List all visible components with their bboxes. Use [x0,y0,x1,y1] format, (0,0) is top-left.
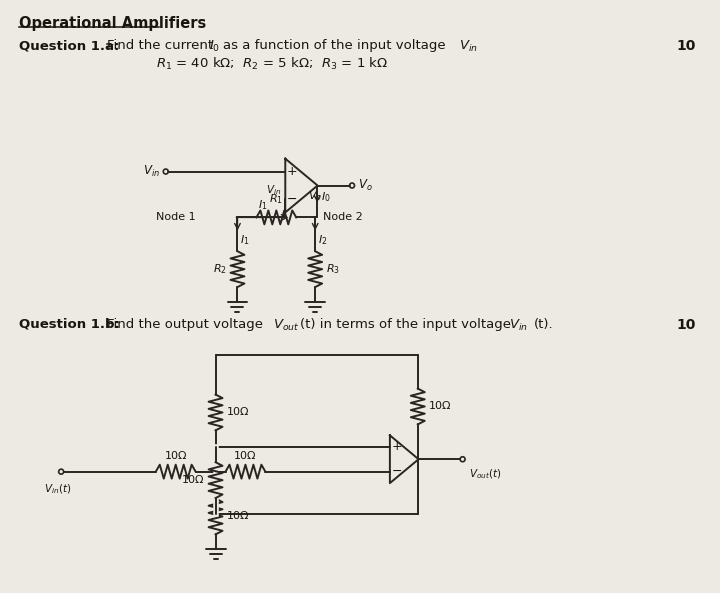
Text: 10Ω: 10Ω [428,401,451,412]
Text: $V_{in}$: $V_{in}$ [266,184,282,197]
Text: 10: 10 [677,318,696,332]
Text: $R_1$ = 40 kΩ;  $R_2$ = 5 kΩ;  $R_3$ = 1 kΩ: $R_1$ = 40 kΩ; $R_2$ = 5 kΩ; $R_3$ = 1 k… [156,56,388,72]
Text: as a function of the input voltage: as a function of the input voltage [222,39,445,52]
Text: $V_{in}$: $V_{in}$ [143,164,160,179]
Text: $V_o$: $V_o$ [358,178,373,193]
Text: $V_{in}$: $V_{in}$ [459,39,477,55]
Text: 10: 10 [677,39,696,53]
Text: $V_{in}(t)$: $V_{in}(t)$ [43,483,71,496]
Text: Find the current: Find the current [107,39,217,52]
Text: Node 2: Node 2 [323,212,363,222]
Text: $V_o$: $V_o$ [308,190,322,203]
Text: Node 1: Node 1 [156,212,196,222]
Text: $I_0$: $I_0$ [209,39,220,55]
Text: +: + [287,165,297,178]
Text: Question 1.a:: Question 1.a: [19,39,120,52]
Text: $R_3$: $R_3$ [326,262,340,276]
Text: 10Ω: 10Ω [182,475,204,485]
Text: Question 1.b:: Question 1.b: [19,318,120,331]
Text: $R_2$: $R_2$ [212,262,227,276]
Text: $I_0$: $I_0$ [321,190,330,205]
Text: 10Ω: 10Ω [227,511,249,521]
Text: $V_{out}$: $V_{out}$ [274,318,300,333]
Text: +: + [392,441,402,453]
Text: Find the output voltage: Find the output voltage [107,318,263,331]
Text: $V_{out}(t)$: $V_{out}(t)$ [469,467,501,481]
Text: $I_2$: $I_2$ [318,233,328,247]
Text: 10Ω: 10Ω [227,407,249,417]
Text: $I_1$: $I_1$ [258,199,267,212]
Text: $R_1$: $R_1$ [269,193,283,206]
Text: 10Ω: 10Ω [164,451,187,461]
Text: $I_1$: $I_1$ [240,233,250,247]
Text: (t) in terms of the input voltage: (t) in terms of the input voltage [300,318,511,331]
Text: −: − [287,193,297,206]
Text: 10Ω: 10Ω [234,451,257,461]
Text: Operational Amplifiers: Operational Amplifiers [19,17,207,31]
Text: $V_{in}$: $V_{in}$ [510,318,528,333]
Text: −: − [392,465,402,478]
Text: (t).: (t). [534,318,554,331]
